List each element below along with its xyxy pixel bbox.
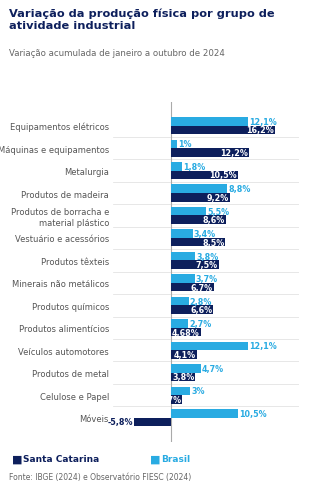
Text: Brasil: Brasil [161,454,190,463]
Text: 7,5%: 7,5% [196,261,218,269]
Bar [171,216,226,224]
Bar [171,207,206,216]
Text: 5,5%: 5,5% [207,207,229,216]
Text: 1,8%: 1,8% [184,163,206,171]
Text: Fonte: IBGE (2024) e Observatório FIESC (2024): Fonte: IBGE (2024) e Observatório FIESC … [9,472,192,481]
Bar [171,185,227,194]
Bar [171,283,214,292]
Bar [171,342,249,350]
Text: Santa Catarina: Santa Catarina [23,454,100,463]
Bar [171,365,201,373]
Text: 10,5%: 10,5% [239,409,267,418]
Bar [171,252,195,261]
Text: 3,8%: 3,8% [172,373,194,382]
Text: 9,2%: 9,2% [207,193,229,203]
Bar [171,239,225,247]
Bar [171,297,189,305]
Text: 6,6%: 6,6% [190,305,212,314]
Bar [171,395,182,404]
Text: 3%: 3% [191,386,205,396]
Text: 12,1%: 12,1% [250,342,277,351]
Text: Variação acumulada de janeiro a outubro de 2024: Variação acumulada de janeiro a outubro … [9,49,225,58]
Text: 4,68%: 4,68% [172,328,200,337]
Bar [171,163,182,171]
Bar [134,418,171,426]
Text: ■: ■ [12,454,22,464]
Text: 2,7%: 2,7% [189,319,211,328]
Bar [171,275,195,283]
Text: 12,2%: 12,2% [220,148,248,158]
Text: 8,5%: 8,5% [202,238,224,247]
Text: 4,7%: 4,7% [202,364,224,373]
Bar [171,328,201,337]
Text: Variação da produção física por grupo de
atividade industrial: Variação da produção física por grupo de… [9,9,275,31]
Text: ■: ■ [150,454,160,464]
Bar [171,126,275,135]
Text: 3,7%: 3,7% [196,275,218,284]
Bar [171,320,188,328]
Text: 8,6%: 8,6% [203,216,225,225]
Text: 6,7%: 6,7% [191,283,213,292]
Bar [171,373,195,382]
Bar [171,409,238,418]
Text: 2,8%: 2,8% [190,297,212,306]
Bar [171,171,238,180]
Bar [171,350,197,359]
Bar [171,194,230,202]
Text: 12,1%: 12,1% [250,118,277,127]
Bar [171,230,193,239]
Text: 8,8%: 8,8% [228,185,251,194]
Text: -5,8%: -5,8% [107,417,133,427]
Bar [171,261,219,269]
Text: 1,7%: 1,7% [159,395,181,404]
Text: 16,2%: 16,2% [246,126,274,135]
Text: 3,8%: 3,8% [196,252,219,261]
Text: 1%: 1% [178,140,192,149]
Bar [171,387,190,395]
Bar [171,118,249,126]
Text: 4,1%: 4,1% [174,350,196,359]
Text: 3,4%: 3,4% [194,230,216,239]
Bar [171,149,249,157]
Text: 10,5%: 10,5% [210,171,237,180]
Bar [171,305,213,314]
Bar [171,141,177,149]
